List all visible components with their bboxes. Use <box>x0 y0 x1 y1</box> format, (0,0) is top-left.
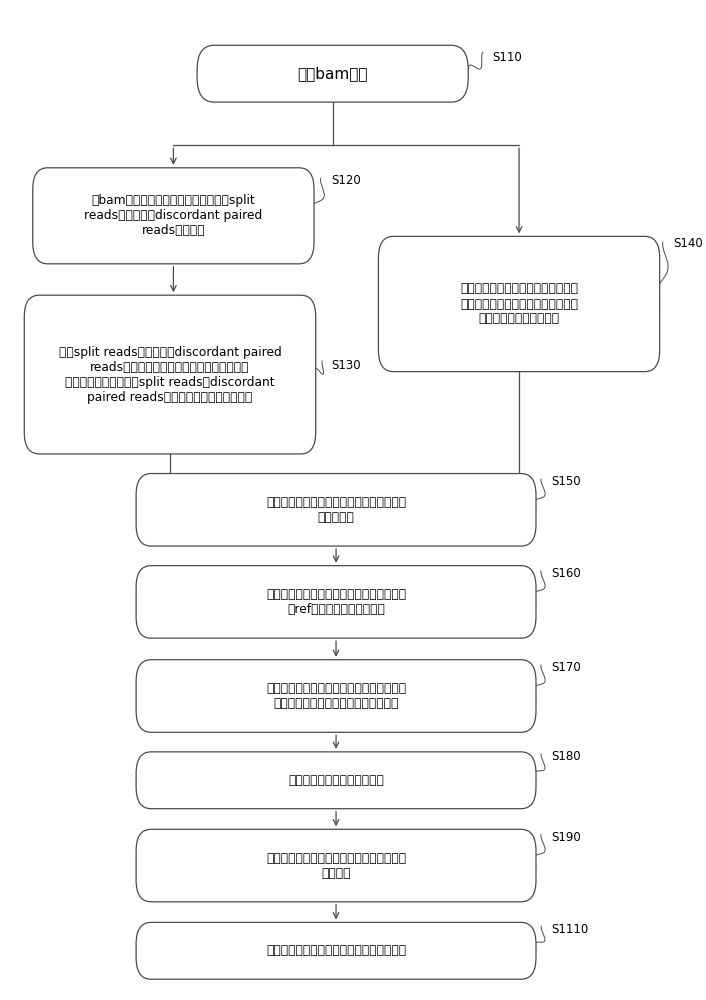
Text: 根据结构变异结果，通过基因的断点位置进
行ref构建，以得到拼接序列: 根据结构变异结果，通过基因的断点位置进 行ref构建，以得到拼接序列 <box>266 588 406 616</box>
Text: S150: S150 <box>551 475 581 488</box>
Text: 将注释结果和合并序列进行合并，以得到结
构变异结果: 将注释结果和合并序列进行合并，以得到结 构变异结果 <box>266 496 406 524</box>
FancyBboxPatch shape <box>136 829 536 902</box>
Text: S190: S190 <box>551 831 581 844</box>
Text: S1110: S1110 <box>551 923 589 936</box>
FancyBboxPatch shape <box>136 922 536 979</box>
Text: S170: S170 <box>551 661 581 674</box>
Text: 获取bam文件: 获取bam文件 <box>297 66 368 81</box>
Text: 根据拼接序列的融合值计算出每对基因的最
终融合值: 根据拼接序列的融合值计算出每对基因的最 终融合值 <box>266 852 406 880</box>
FancyBboxPatch shape <box>136 474 536 546</box>
FancyBboxPatch shape <box>32 168 314 264</box>
Text: S180: S180 <box>551 750 581 763</box>
Text: S130: S130 <box>331 359 361 372</box>
Text: S110: S110 <box>492 51 522 64</box>
Text: 根据split reads检测结果和discordant paired
reads检测结果，将对应相同基因，且断点的
外显子或内含子相同的split reads: 根据split reads检测结果和discordant paired read… <box>59 346 282 404</box>
Text: 采用预设的检测软件对合并序列进行
结构变异检测，并对异常检测结果进
行注释，以得到注释结果: 采用预设的检测软件对合并序列进行 结构变异检测，并对异常检测结果进 行注释，以得… <box>460 282 578 326</box>
FancyBboxPatch shape <box>136 660 536 732</box>
Text: S160: S160 <box>551 567 581 580</box>
Text: S120: S120 <box>331 174 361 187</box>
FancyBboxPatch shape <box>136 566 536 638</box>
Text: 若是，计算拼接序列的融合值: 若是，计算拼接序列的融合值 <box>288 774 384 787</box>
Text: 根据最终融合值来确定最终结构变异基因对: 根据最终融合值来确定最终结构变异基因对 <box>266 944 406 957</box>
FancyBboxPatch shape <box>378 236 659 372</box>
Text: 对拼接序列进行重比对，根据重比对结果判
断拼接序列是否为支持融合事件的序列: 对拼接序列进行重比对，根据重比对结果判 断拼接序列是否为支持融合事件的序列 <box>266 682 406 710</box>
FancyBboxPatch shape <box>197 45 468 102</box>
FancyBboxPatch shape <box>136 752 536 809</box>
Text: S140: S140 <box>674 237 703 250</box>
FancyBboxPatch shape <box>24 295 316 454</box>
Text: 对bam文件进行融合信号检测，以输出split
reads检测结果和discordant paired
reads检测结果: 对bam文件进行融合信号检测，以输出split reads检测结果和discor… <box>84 194 263 237</box>
